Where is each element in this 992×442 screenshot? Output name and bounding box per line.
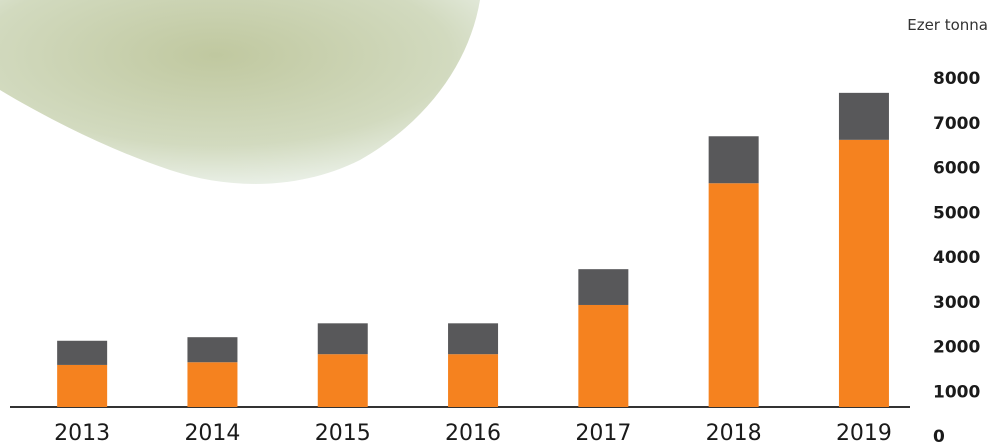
y-tick-label: 1000 xyxy=(933,382,980,402)
x-tick-label: 2014 xyxy=(184,421,240,442)
y-tick-label: 4000 xyxy=(933,248,980,268)
y-tick-label: 8000 xyxy=(933,69,980,89)
x-tick-label: 2017 xyxy=(575,421,631,442)
bar-segment xyxy=(317,354,368,407)
bar-segment xyxy=(448,323,499,355)
x-tick-label: 2015 xyxy=(315,421,371,442)
x-tick-label: 2016 xyxy=(445,421,501,442)
unit-label: Ezer tonna xyxy=(907,16,988,34)
bar-segment xyxy=(838,92,889,140)
bar-segment xyxy=(317,323,368,355)
x-tick-label: 2013 xyxy=(54,421,110,442)
bar-segment xyxy=(448,354,499,407)
background-leaf xyxy=(0,0,480,184)
bar-segment xyxy=(578,304,629,407)
bar-segment xyxy=(57,364,108,407)
bar-segment xyxy=(838,139,889,407)
bar-segment xyxy=(187,362,238,407)
bar-segment xyxy=(708,183,759,407)
y-tick-label: 0 xyxy=(933,427,945,442)
bar-segment xyxy=(708,136,759,184)
y-tick-label: 5000 xyxy=(933,203,980,223)
bar-segment xyxy=(187,337,238,363)
bar-segment xyxy=(57,340,108,365)
y-tick-label: 6000 xyxy=(933,159,980,179)
x-tick-label: 2018 xyxy=(706,421,762,442)
y-tick-label: 2000 xyxy=(933,338,980,358)
y-tick-label: 3000 xyxy=(933,293,980,313)
bar-segment xyxy=(578,269,629,305)
y-tick-label: 7000 xyxy=(933,114,980,134)
x-tick-label: 2019 xyxy=(836,421,892,442)
